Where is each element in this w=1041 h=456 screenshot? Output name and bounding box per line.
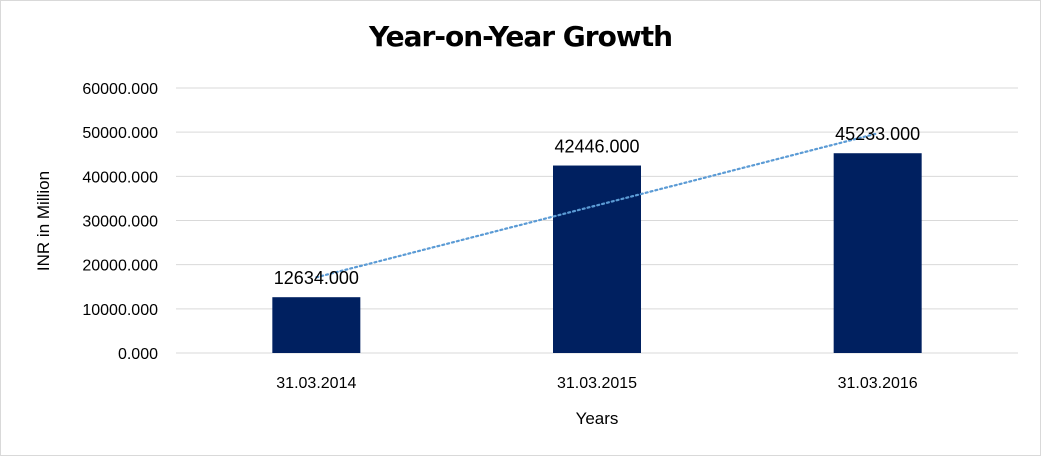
data-label: 42446.000 xyxy=(554,137,639,157)
bar xyxy=(833,153,922,353)
x-category-label: 31.03.2014 xyxy=(276,375,356,392)
y-tick-label: 50000.000 xyxy=(82,125,158,142)
y-axis-title: INR in Million xyxy=(34,171,53,271)
x-axis-title: Years xyxy=(576,409,619,428)
y-tick-label: 10000.000 xyxy=(82,302,158,319)
x-category-label: 31.03.2016 xyxy=(838,375,918,392)
y-tick-label: 60000.000 xyxy=(82,81,158,98)
y-tick-label: 0.000 xyxy=(118,346,158,363)
x-axis-categories: 31.03.2014 31.03.2015 31.03.2016 xyxy=(276,375,918,392)
y-tick-label: 30000.000 xyxy=(82,214,158,231)
trendline xyxy=(315,132,879,279)
data-label: 12634.000 xyxy=(274,268,359,288)
data-label: 45233.000 xyxy=(835,124,920,144)
data-labels: 12634.000 42446.000 45233.000 xyxy=(274,124,920,288)
trendline-group xyxy=(315,132,879,279)
y-tick-label: 40000.000 xyxy=(82,169,158,186)
y-axis-ticks: 0.000 10000.000 20000.000 30000.000 40000.00… xyxy=(82,81,158,363)
bar xyxy=(553,165,641,353)
y-tick-label: 20000.000 xyxy=(82,258,158,275)
chart-title: Year-on-Year Growth xyxy=(368,20,673,53)
bar xyxy=(272,297,361,353)
bars xyxy=(272,153,922,353)
x-category-label: 31.03.2015 xyxy=(557,375,637,392)
